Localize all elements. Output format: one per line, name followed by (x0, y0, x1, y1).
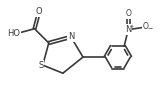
Text: O: O (143, 22, 149, 32)
Text: O: O (125, 9, 131, 18)
Text: −: − (147, 25, 152, 30)
Text: N: N (125, 25, 131, 34)
Text: HO: HO (7, 29, 20, 38)
Text: +: + (130, 24, 134, 29)
Text: N: N (68, 32, 74, 41)
Text: O: O (35, 7, 42, 16)
Text: S: S (38, 61, 44, 70)
